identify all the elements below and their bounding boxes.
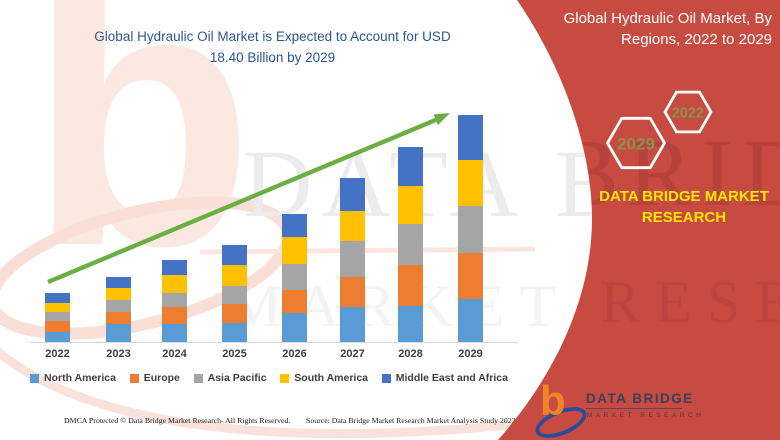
legend-swatch-icon xyxy=(280,373,290,383)
bar-2022 xyxy=(45,292,70,343)
bar-segment-europe xyxy=(45,320,70,332)
svg-text:MARKET RESEARCH: MARKET RESEARCH xyxy=(228,269,780,335)
bar-segment-north-america xyxy=(106,324,131,343)
x-axis-label-2027: 2027 xyxy=(340,348,365,360)
bar-segment-asia-pacific xyxy=(162,293,187,308)
legend-item-asia-pacific: Asia Pacific xyxy=(193,372,267,384)
legend-item-south-america: South America xyxy=(280,372,368,384)
legend-swatch-icon xyxy=(193,373,203,383)
bar-segment-middle-east-and-africa xyxy=(458,115,483,160)
chart-title: Global Hydraulic Oil Market is Expected … xyxy=(10,26,535,68)
legend-item-middle-east-and-africa: Middle East and Africa xyxy=(381,372,508,384)
bar-segment-north-america xyxy=(45,331,70,343)
legend-swatch-icon xyxy=(30,373,39,383)
hexagon-2029-label: 2029 xyxy=(617,135,655,154)
x-axis-label-2029: 2029 xyxy=(458,348,483,360)
brand-name-line2: RESEARCH xyxy=(641,209,727,226)
x-axis-label-2026: 2026 xyxy=(282,348,307,360)
bar-segment-north-america xyxy=(282,313,307,343)
bar-segment-europe xyxy=(282,289,307,314)
bar-segment-europe xyxy=(222,304,247,323)
x-axis-line xyxy=(30,342,518,343)
x-axis-label-2024: 2024 xyxy=(162,348,187,360)
bar-segment-south-america xyxy=(45,302,70,312)
bar-segment-europe xyxy=(162,307,187,324)
data-bridge-logo: b DATA BRIDGE MARKET RESEARCH xyxy=(531,380,716,440)
bar-segment-south-america xyxy=(106,288,131,301)
legend-swatch-icon xyxy=(381,373,391,383)
hexagon-badge-2022: 2022 xyxy=(663,90,713,134)
bar-segment-asia-pacific xyxy=(45,311,70,321)
x-axis-label-2025: 2025 xyxy=(222,348,247,360)
logo-subtitle: MARKET RESEARCH xyxy=(587,412,705,419)
logo-title: DATA BRIDGE xyxy=(586,391,694,406)
legend-label: North America xyxy=(44,372,116,384)
panel-title: Global Hydraulic Oil Market, By Regions,… xyxy=(542,8,772,50)
bar-segment-asia-pacific xyxy=(222,285,247,304)
bar-2029 xyxy=(458,115,483,343)
logo-title-rule xyxy=(586,408,682,409)
hexagon-badge-2029: 2029 xyxy=(606,116,666,170)
bar-segment-asia-pacific xyxy=(106,300,131,312)
legend-label: South America xyxy=(294,372,369,384)
panel-title-line2: Regions, 2022 to 2029 xyxy=(621,31,772,48)
footer-dmca-text: DMCA Protected © Data Bridge Market Rese… xyxy=(64,416,291,425)
panel-title-line1: Global Hydraulic Oil Market, By xyxy=(563,10,772,27)
chart-legend: North America Europe Asia Pacific South Ame… xyxy=(30,372,508,384)
legend-item-europe: Europe xyxy=(129,372,180,384)
bar-segment-north-america xyxy=(222,323,247,343)
x-axis-label-2028: 2028 xyxy=(398,348,423,360)
bar-segment-middle-east-and-africa xyxy=(45,292,70,303)
brand-name-line1: DATA BRIDGE MARKET xyxy=(599,188,769,205)
legend-label: Europe xyxy=(143,372,180,384)
chart-title-line1: Global Hydraulic Oil Market is Expected … xyxy=(94,29,451,44)
legend-swatch-icon xyxy=(129,373,139,383)
legend-label: Asia Pacific xyxy=(207,372,267,384)
chart-title-line2: 18.40 Billion by 2029 xyxy=(209,50,336,65)
bar-segment-south-america xyxy=(458,159,483,207)
bar-segment-europe xyxy=(106,311,131,324)
footer-source-text: Source: Data Bridge Market Research Mark… xyxy=(306,416,516,425)
bar-segment-europe xyxy=(458,253,483,299)
x-axis-label-2023: 2023 xyxy=(106,348,131,360)
bar-segment-north-america xyxy=(398,305,423,343)
legend-item-north-america: North America xyxy=(30,372,116,384)
x-axis-label-2022: 2022 xyxy=(45,348,70,360)
logo-b-icon: b xyxy=(540,377,566,424)
bar-segment-north-america xyxy=(162,324,187,343)
bar-segment-asia-pacific xyxy=(458,206,483,253)
bar-segment-north-america xyxy=(340,306,365,343)
legend-label: Middle East and Africa xyxy=(395,372,508,384)
bar-segment-north-america xyxy=(458,299,483,343)
brand-name: DATA BRIDGE MARKET RESEARCH xyxy=(584,186,780,228)
hexagon-2022-label: 2022 xyxy=(672,106,704,122)
